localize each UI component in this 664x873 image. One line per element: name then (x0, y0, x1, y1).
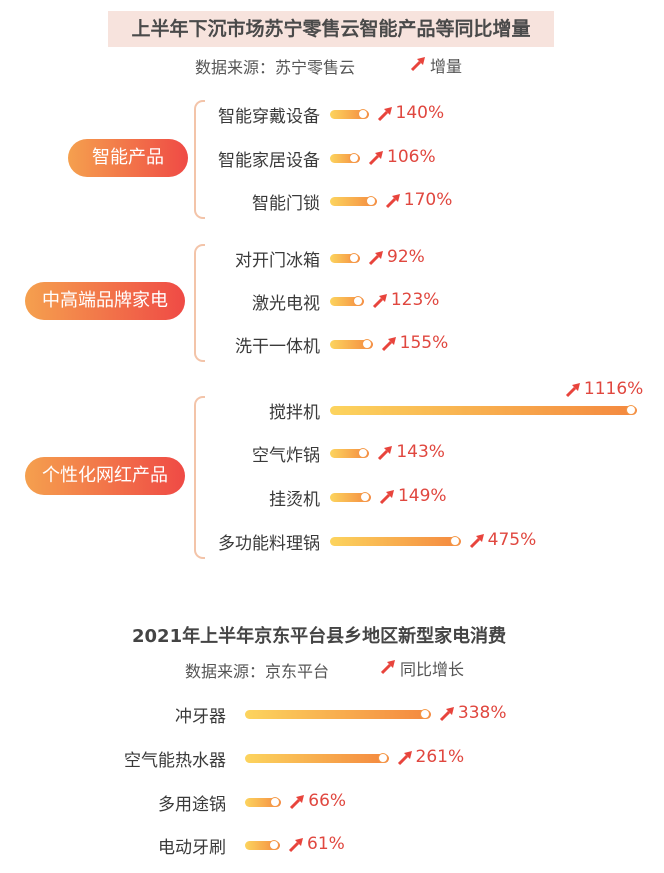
group-label: 智能产品 (68, 138, 188, 177)
bar-end-knob (349, 253, 359, 263)
data-label: 149% (397, 486, 447, 506)
bar (330, 297, 364, 306)
bar-end-knob (359, 492, 370, 502)
up-arrow-icon (379, 489, 395, 505)
up-arrow-icon (377, 445, 393, 461)
bar-end-knob (352, 296, 363, 306)
up-arrow-icon (397, 750, 413, 766)
bar (330, 340, 373, 349)
bar-end-knob (349, 153, 359, 163)
up-arrow-icon (368, 250, 384, 266)
bar (330, 110, 369, 119)
category-label: 挂烫机 (269, 490, 320, 510)
bar-end-knob (358, 448, 369, 458)
data-label: 261% (415, 747, 465, 767)
data-label: 123% (390, 290, 440, 310)
group-bracket (194, 396, 205, 559)
bar-end-knob (269, 840, 279, 850)
chart2-title: 2021年上半年京东平台县乡地区新型家电消费 (132, 626, 507, 647)
category-label: 搅拌机 (269, 403, 320, 423)
data-label: 106% (387, 147, 436, 167)
bar (330, 406, 637, 415)
category-label: 空气炸锅 (252, 446, 320, 466)
up-arrow-icon (381, 336, 397, 352)
chart1-source: 数据来源：苏宁零售云 (195, 58, 356, 77)
data-label: 1116% (583, 379, 644, 399)
bar (330, 537, 461, 546)
bar (245, 754, 389, 763)
up-arrow-icon (368, 150, 384, 166)
data-label: 61% (307, 834, 345, 854)
data-label: 66% (308, 791, 347, 811)
up-arrow-icon (288, 837, 304, 853)
chart1-legend-label: 增量 (430, 57, 463, 76)
up-arrow-icon (377, 106, 393, 122)
category-label: 多用途锅 (158, 795, 226, 815)
data-label: 92% (387, 247, 425, 267)
category-label: 激光电视 (252, 294, 320, 314)
bar-end-knob (365, 196, 376, 206)
data-label: 143% (396, 442, 445, 462)
category-label: 多功能料理锅 (218, 534, 320, 554)
chart2-source: 数据来源：京东平台 (185, 662, 330, 681)
bar-end-knob (357, 109, 368, 119)
data-label: 155% (399, 333, 449, 353)
category-label: 智能门锁 (252, 194, 320, 214)
bar-end-knob (270, 797, 281, 807)
bar-end-knob (419, 709, 430, 719)
group-label: 个性化网红产品 (25, 456, 185, 495)
bar (245, 841, 280, 850)
bar-end-knob (377, 753, 388, 763)
group-label: 中高端品牌家电 (25, 282, 185, 320)
up-arrow-icon (410, 57, 425, 72)
category-label: 空气能热水器 (124, 751, 226, 771)
bar-end-knob (361, 339, 372, 349)
bar (330, 449, 370, 458)
up-arrow-icon (289, 794, 305, 810)
data-label: 140% (395, 103, 445, 123)
up-arrow-icon (565, 382, 581, 398)
up-arrow-icon (380, 660, 395, 675)
bar-end-knob (449, 536, 460, 546)
bar (330, 254, 360, 263)
bar (245, 798, 282, 807)
bar (330, 154, 360, 163)
category-label: 冲牙器 (175, 707, 226, 727)
data-label: 338% (457, 703, 507, 723)
data-label: 170% (403, 190, 453, 210)
data-label: 475% (487, 530, 537, 550)
category-label: 电动牙刷 (158, 838, 226, 858)
up-arrow-icon (372, 293, 388, 309)
group-bracket (194, 244, 205, 362)
category-label: 智能家居设备 (218, 151, 320, 171)
chart1-title: 上半年下沉市场苏宁零售云智能产品等同比增量 (108, 11, 554, 47)
bar (330, 493, 371, 502)
category-label: 对开门冰箱 (235, 251, 320, 271)
chart1-legend: 增量 (410, 56, 462, 76)
bar (330, 197, 377, 206)
category-label: 洗干一体机 (235, 337, 320, 357)
up-arrow-icon (469, 533, 485, 549)
group-bracket (194, 100, 205, 219)
bar-end-knob (625, 405, 636, 415)
chart2-legend-label: 同比增长 (400, 660, 465, 679)
bar (245, 710, 431, 719)
up-arrow-icon (385, 193, 401, 209)
category-label: 智能穿戴设备 (218, 107, 320, 127)
chart2-legend: 同比增长 (380, 659, 464, 679)
up-arrow-icon (439, 706, 455, 722)
